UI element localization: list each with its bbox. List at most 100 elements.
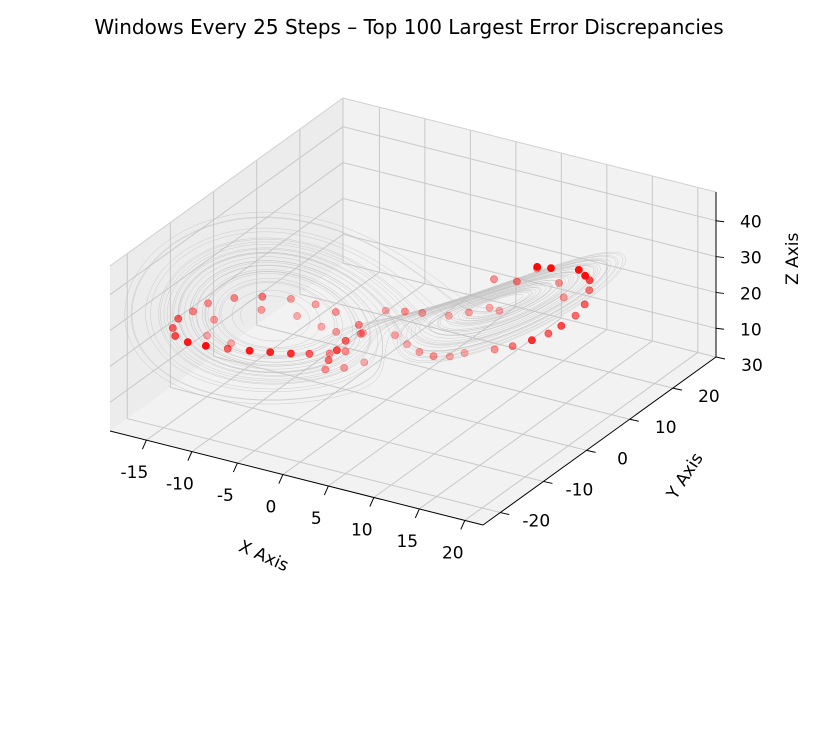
y-tick-label: 10 (655, 418, 677, 438)
x-grid-floor (373, 329, 608, 498)
x-grid-floor (328, 317, 562, 487)
x-tick-label: 20 (442, 543, 464, 563)
data-point (403, 340, 411, 349)
data-point (210, 315, 218, 324)
data-point (533, 262, 542, 271)
trajectory-layer (124, 211, 626, 405)
y-tick (543, 480, 553, 484)
data-point (495, 306, 504, 315)
x-tick-label: 10 (351, 521, 373, 541)
data-point (513, 277, 521, 286)
y-grid-floor (127, 418, 501, 514)
data-point (490, 275, 498, 284)
data-point (341, 347, 350, 356)
data-point (464, 308, 473, 317)
data-point (354, 320, 363, 329)
z-tick (715, 291, 725, 294)
data-point (485, 303, 494, 312)
data-point (400, 307, 409, 316)
data-point (557, 321, 566, 330)
data-point (429, 352, 438, 361)
data-point (341, 336, 350, 345)
data-point (321, 365, 330, 374)
data-point (544, 329, 553, 338)
z-grid-left (109, 198, 344, 367)
data-point (245, 346, 254, 355)
top-edge (109, 97, 717, 267)
data-point (325, 349, 334, 358)
z-tick (715, 327, 725, 330)
y-tick-label: 30 (741, 356, 763, 376)
data-point (317, 322, 326, 331)
x-tick-label: -5 (217, 486, 234, 506)
z-grid-back (342, 197, 717, 293)
data-point (183, 338, 192, 346)
x-tick (141, 439, 147, 450)
z-grid-back (342, 162, 717, 258)
data-point (332, 327, 341, 336)
x-tick (323, 485, 329, 496)
trajectory-line (124, 211, 626, 405)
x-tick-label: 5 (311, 509, 322, 529)
data-point (444, 311, 453, 320)
y-tick-label: -20 (522, 512, 550, 532)
data-point (201, 341, 210, 350)
data-point (324, 356, 333, 364)
back-wall-pane (343, 98, 716, 357)
data-point (305, 349, 314, 358)
data-point (223, 344, 232, 353)
y-tick (715, 356, 726, 360)
data-point (571, 311, 580, 320)
data-point (356, 329, 365, 338)
y-grid-floor (256, 324, 630, 420)
y-axis-label: Y Axis (662, 449, 707, 504)
x-tick-label: 15 (396, 532, 418, 552)
x-axis-line (109, 430, 484, 526)
data-point (585, 276, 594, 285)
data-point (555, 279, 563, 287)
y-axis-line (482, 356, 717, 526)
x-grid-floor (191, 283, 426, 453)
x-tick (187, 451, 193, 461)
z-axis-label: Z Axis (783, 233, 803, 285)
floor-pane (110, 263, 716, 525)
z-tick-label: 20 (740, 284, 762, 304)
data-point (204, 299, 212, 308)
y-tick (586, 449, 596, 453)
x-grid-floor (464, 352, 699, 521)
y-tick-label: -10 (566, 480, 594, 500)
x-tick (232, 462, 238, 473)
y-tick (629, 418, 639, 422)
x-tick (460, 520, 466, 530)
data-point (585, 286, 594, 295)
y-grid-floor (170, 386, 544, 482)
data-point (418, 308, 427, 317)
y-tick (672, 387, 682, 391)
x-tick (369, 497, 375, 507)
data-point (528, 336, 536, 345)
data-point (381, 306, 390, 315)
data-point (230, 294, 239, 302)
data-point (391, 331, 399, 339)
data-point (508, 342, 517, 350)
data-point (360, 358, 369, 367)
data-point (359, 329, 367, 337)
x-tick-label: -10 (166, 475, 194, 495)
data-point (340, 363, 348, 372)
y-grid-floor (342, 262, 717, 358)
data-point (258, 292, 267, 301)
z-tick-label: 40 (740, 213, 762, 233)
data-point (415, 348, 424, 356)
data-point (311, 300, 320, 309)
data-point (490, 345, 499, 354)
points-layer (168, 262, 594, 374)
data-point (203, 331, 211, 340)
x-axis-label: X Axis (236, 537, 292, 577)
tick-labels: -15 -10 -5 0 5 10 15 20 -20 -10 0 10 20 30 10 20 30 40 (121, 213, 763, 564)
z-grid-left (109, 233, 344, 403)
data-point (445, 352, 454, 361)
data-point (574, 265, 583, 274)
data-point (533, 264, 541, 273)
x-tick (414, 508, 420, 519)
